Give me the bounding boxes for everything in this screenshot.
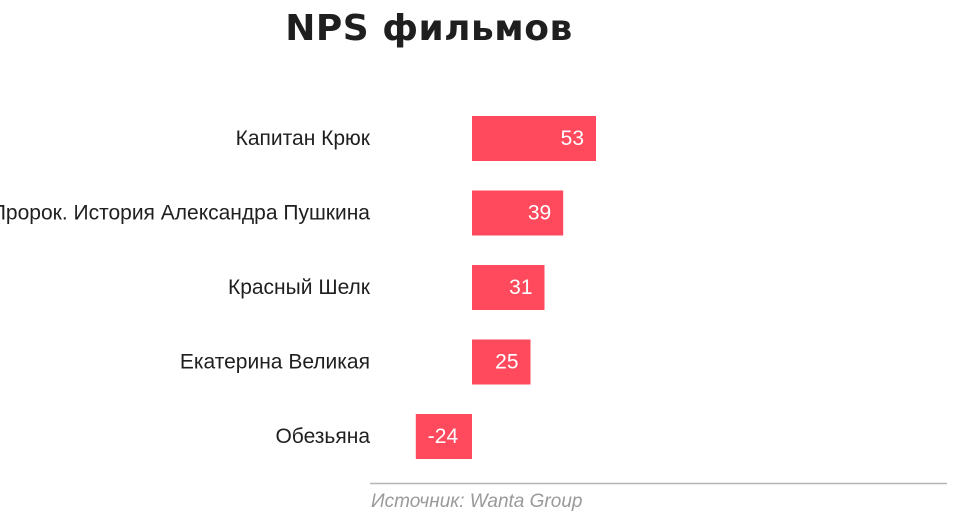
category-label-2: Пророк. История Александра Пушкина [0,202,370,225]
source-note: Источник: Wanta Group [371,491,583,512]
value-label-1: 53 [561,127,584,150]
value-label-5: -24 [428,425,459,448]
category-label-5: Обезьяна [275,425,370,448]
category-label-1: Капитан Крюк [236,127,371,150]
bar-3 [472,265,545,310]
category-label-3: Красный Шелк [228,276,371,299]
bars-layer [415,116,596,459]
bar-1 [472,116,596,161]
bar-2 [472,190,564,236]
labels-layer: Капитан Крюк 53 Пророк. История Александра… [0,127,584,448]
bar-5 [415,414,472,459]
chart-title: NPS фильмов [285,8,573,49]
value-label-3: 31 [509,276,532,299]
bar-4 [472,339,531,385]
value-label-2: 39 [528,202,551,225]
value-label-4: 25 [495,351,518,374]
category-label-4: Екатерина Великая [180,351,370,374]
